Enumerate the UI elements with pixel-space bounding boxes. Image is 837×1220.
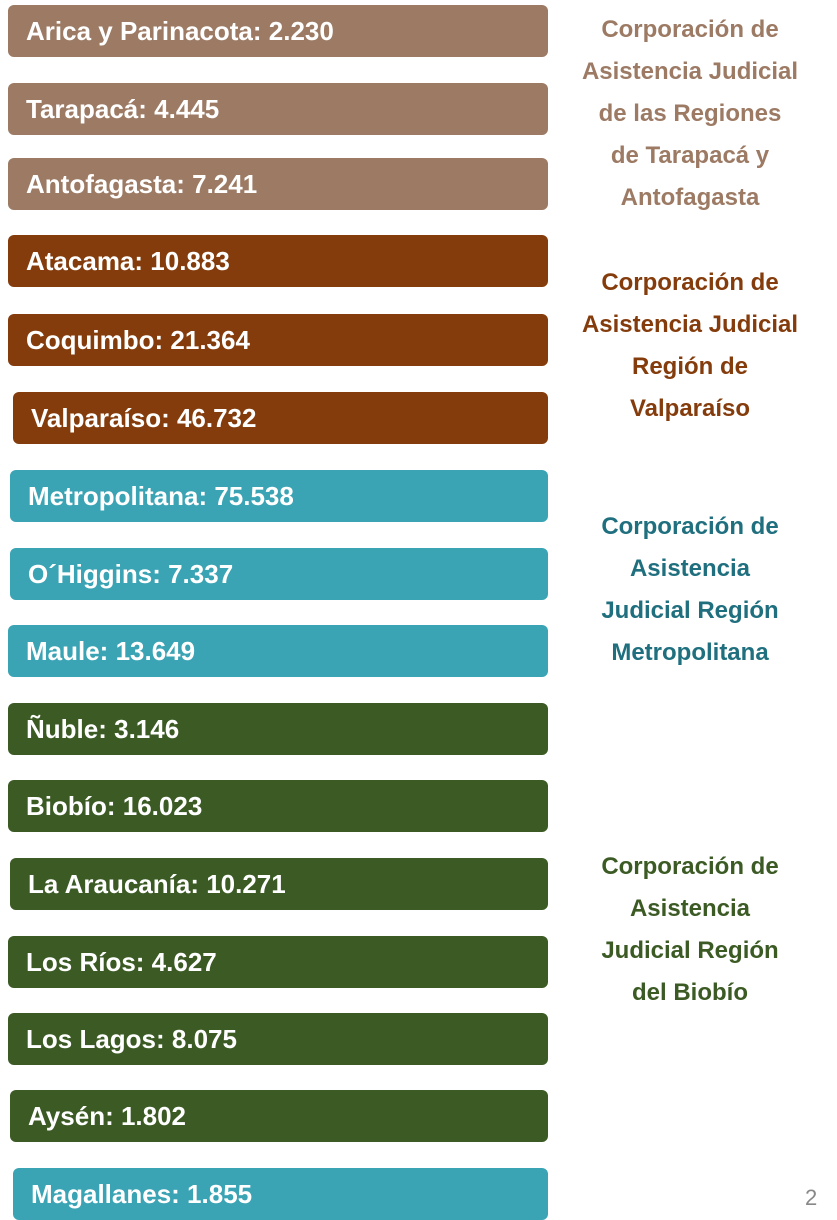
group-label-line: de Tarapacá y	[610, 142, 770, 169]
group-label-line: Corporación de	[601, 16, 779, 43]
region-bar: Ñuble: 3.146	[8, 703, 548, 755]
region-bar: Coquimbo: 21.364	[8, 314, 548, 366]
region-bar: O´Higgins: 7.337	[10, 548, 548, 600]
group-label-line: Valparaíso	[629, 395, 751, 422]
region-bar: Valparaíso: 46.732	[13, 392, 548, 444]
group-label-line: Metropolitana	[611, 639, 769, 666]
group-label: Corporación de Asistencia Judicial Región d…	[555, 846, 825, 1014]
page-number: 2	[805, 1185, 818, 1210]
group-label: Corporación de Asistencia Judicial Región M…	[555, 506, 825, 674]
group-label-line: Asistencia	[629, 895, 751, 922]
region-bar: Metropolitana: 75.538	[10, 470, 548, 522]
region-bar: La Araucanía: 10.271	[10, 858, 548, 910]
group-label-line: Asistencia Judicial	[581, 311, 799, 338]
region-bar: Los Ríos: 4.627	[8, 936, 548, 988]
region-bar: Aysén: 1.802	[10, 1090, 548, 1142]
region-bar: Biobío: 16.023	[8, 780, 548, 832]
group-label-line: Antofagasta	[620, 184, 760, 211]
group-label-line: Corporación de	[601, 513, 779, 540]
region-bar: Maule: 13.649	[8, 625, 548, 677]
group-label-line: Asistencia	[629, 555, 751, 582]
group-label-line: Judicial Región	[601, 937, 779, 964]
group-label: Corporación de Asistencia Judicial Región …	[555, 262, 825, 430]
region-bar: Los Lagos: 8.075	[8, 1013, 548, 1065]
group-label-line: del Biobío	[632, 979, 748, 1006]
group-label-line: Región de	[631, 353, 748, 380]
region-bar: Magallanes: 1.855	[13, 1168, 548, 1220]
group-label-line: Asistencia Judicial	[581, 58, 799, 85]
region-bar: Atacama: 10.883	[8, 235, 548, 287]
group-label-line: Corporación de	[601, 853, 779, 880]
group-label: Corporación de Asistencia Judicial de las …	[555, 9, 825, 219]
group-label-line: de las Regiones	[598, 100, 782, 127]
region-bar: Arica y Parinacota: 2.230	[8, 5, 548, 57]
group-label-line: Corporación de	[601, 269, 779, 296]
region-bar: Tarapacá: 4.445	[8, 83, 548, 135]
region-bar: Antofagasta: 7.241	[8, 158, 548, 210]
group-label-line: Judicial Región	[601, 597, 779, 624]
